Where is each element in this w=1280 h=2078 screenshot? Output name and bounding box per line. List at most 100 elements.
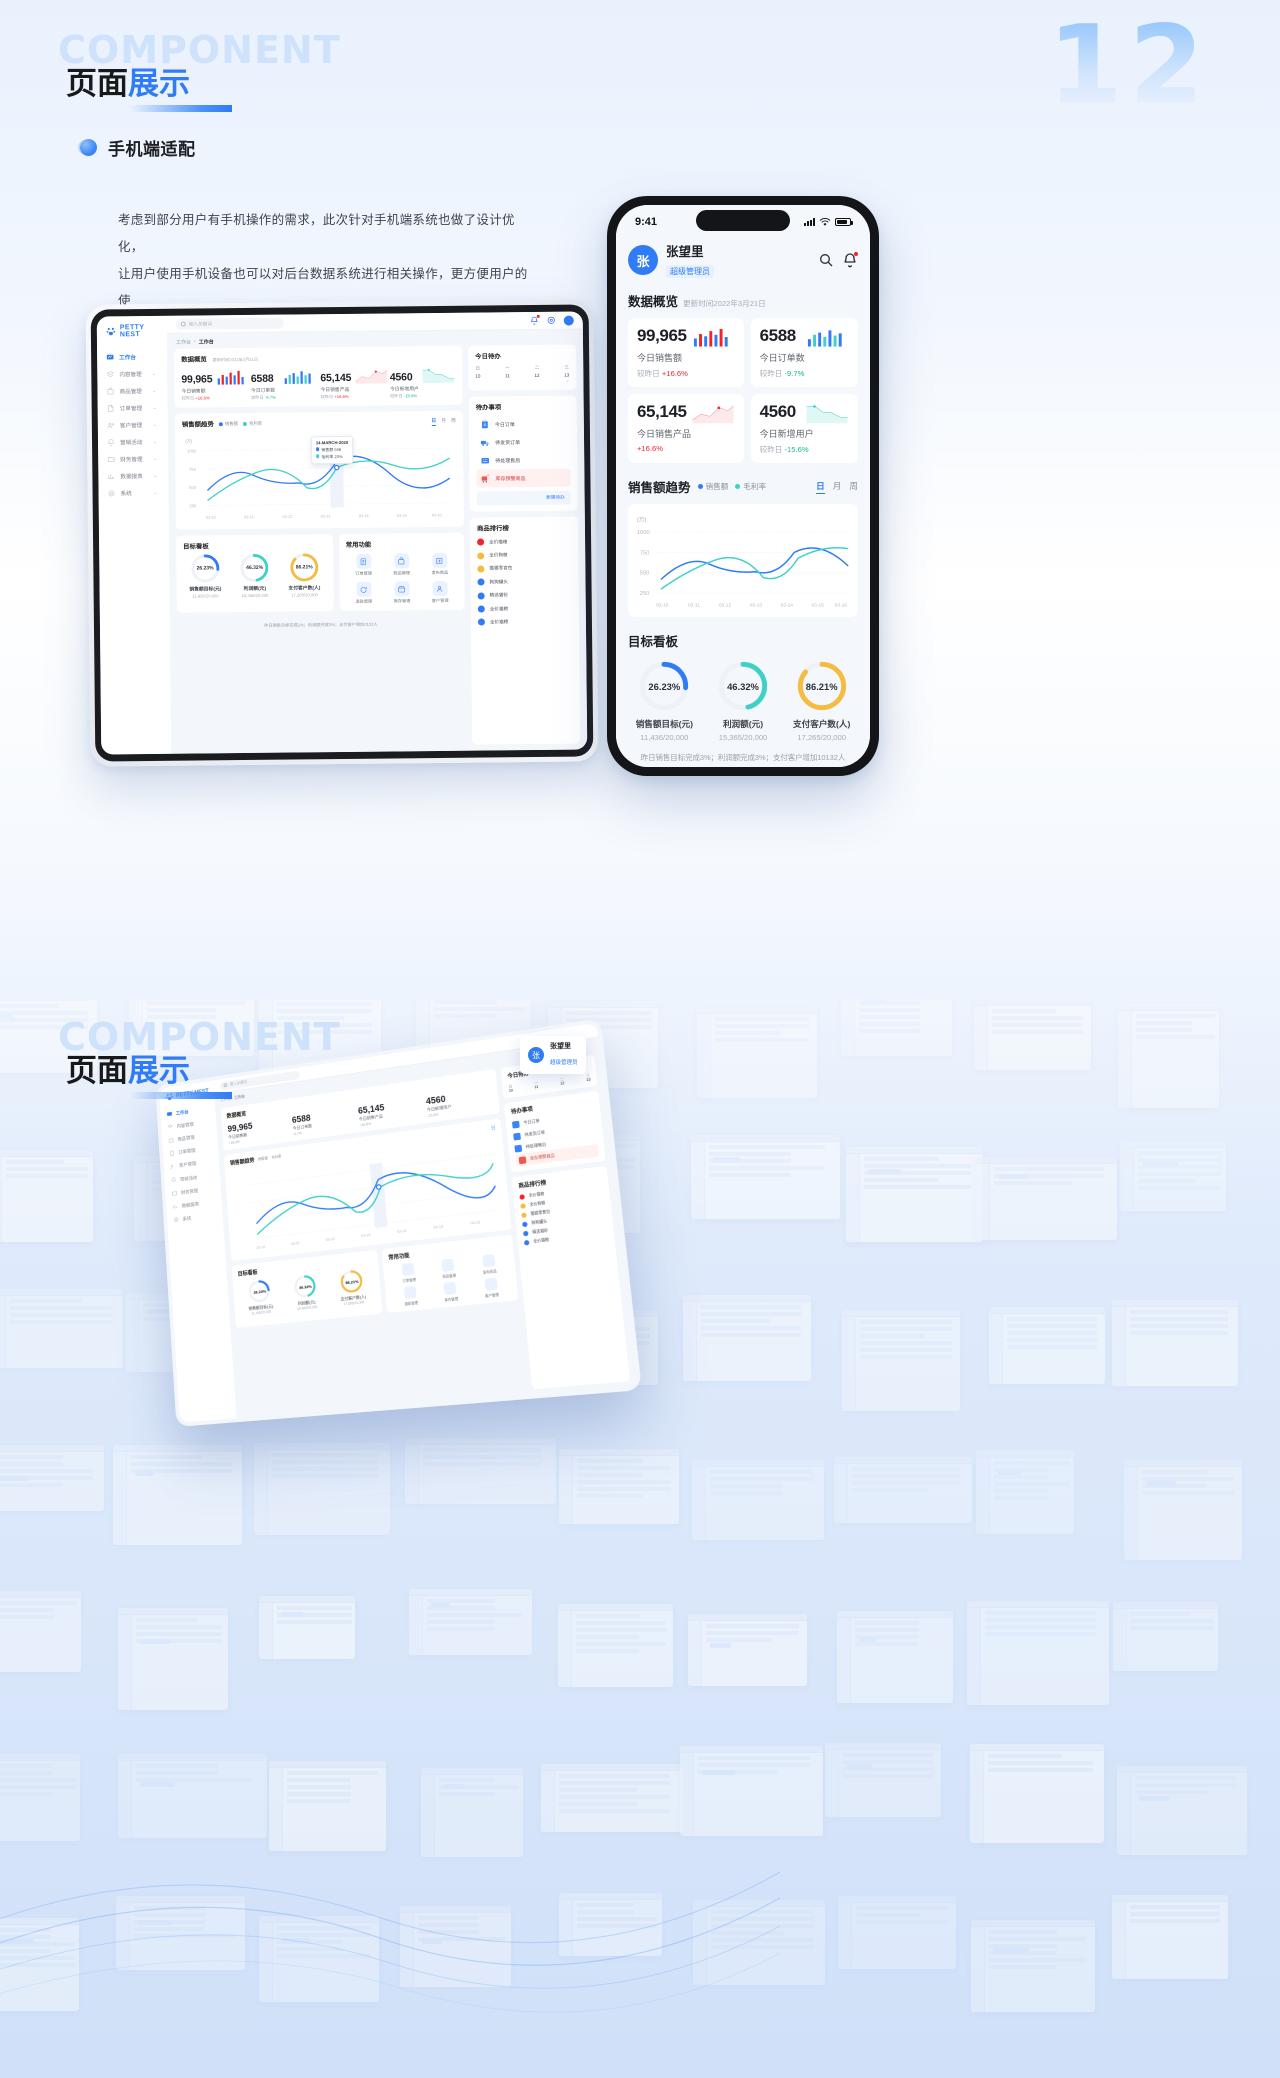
- sidebar-item-goods[interactable]: 商品管理 ⌄: [97, 382, 167, 400]
- weekday-number: 12: [534, 372, 540, 378]
- y-axis-ticks: 1000 750 500 250: [187, 448, 197, 508]
- svg-text:03-12: 03-12: [282, 515, 292, 519]
- status-time: 9:41: [635, 216, 658, 228]
- avatar[interactable]: 张: [628, 245, 658, 275]
- range-week[interactable]: 周: [450, 418, 456, 424]
- todo-label: 库存预警商品: [495, 475, 526, 482]
- function-item-refund[interactable]: 退款管理: [346, 582, 381, 605]
- trend-title: 销售额趋势: [628, 481, 691, 495]
- calendar-expand-icon[interactable]: ⌄: [565, 377, 570, 384]
- svg-text:03-10: 03-10: [206, 516, 216, 520]
- doc-icon: [108, 404, 114, 412]
- bar-sparkline: [217, 370, 244, 385]
- ranking-row[interactable]: 全价猫粮: [477, 601, 572, 615]
- kpi-delta: +16.6%: [334, 393, 349, 400]
- phone-trend-header: 销售额趋势 销售额 毛利率 日 月 周: [628, 477, 858, 496]
- new-todo-button[interactable]: 新建待办: [476, 490, 571, 506]
- background-screenshot-thumb: [1113, 1602, 1218, 1671]
- kpi-card[interactable]: 6588 今日订单数 较昨日 -9.7%: [750, 318, 858, 387]
- goal-item: 86.21% 支付客户数(人) 17,265/20,000: [282, 549, 326, 598]
- goal-pct: 86.21%: [805, 680, 838, 692]
- legend-item-sales: 销售额: [697, 481, 728, 492]
- todo-item[interactable]: 待处理售后: [476, 451, 570, 470]
- sidebar-item-reports[interactable]: 数据报表 ⌄: [98, 467, 168, 485]
- progress-ring: 86.21%: [796, 660, 848, 712]
- topbar-spacer: [292, 321, 522, 323]
- svg-text:03-10: 03-10: [656, 603, 669, 609]
- range-day[interactable]: 日: [431, 417, 437, 427]
- function-item[interactable]: 商品管理: [429, 1257, 469, 1280]
- kpi-label: 今日销售产品: [320, 387, 350, 393]
- sidebar-label: 财务管理: [180, 1188, 199, 1196]
- background-screenshot-thumb: [697, 1007, 817, 1098]
- breadcrumb-item-0[interactable]: 工作台: [175, 339, 192, 346]
- week-calendar[interactable]: 日 10 一 11 二 12 三 13: [475, 365, 569, 379]
- truck-icon: [480, 440, 489, 446]
- function-item-goods[interactable]: 商品管理: [384, 553, 419, 577]
- svg-text:03-16: 03-16: [470, 1220, 480, 1225]
- overview-title: 数据概览 更新时间2022年3月21日: [181, 352, 455, 363]
- background-screenshot-thumb: [254, 1443, 390, 1535]
- function-item-customer[interactable]: 客户管理: [422, 581, 457, 604]
- todo-item-warning[interactable]: 库存预警商品: [476, 468, 571, 488]
- layers-icon: [106, 370, 114, 377]
- sidebar-item-marketing[interactable]: 营销活动 ⌄: [98, 433, 168, 451]
- settings-button[interactable]: [547, 316, 556, 325]
- range-segmented-control[interactable]: 日 月 周: [816, 480, 858, 494]
- kpi-card[interactable]: 4560 今日新增用户 较昨日 -15.6%: [750, 394, 858, 463]
- kpi-compare: 较昨日 +16.6%: [321, 394, 387, 401]
- range-month[interactable]: 月: [441, 418, 447, 424]
- background-screenshot-thumb: [971, 1920, 1095, 2012]
- sidebar-item-customers[interactable]: 客户管理 ⌄: [98, 416, 168, 434]
- search-button[interactable]: [818, 252, 834, 268]
- svg-text:03-16: 03-16: [432, 513, 442, 517]
- sidebar-item-content[interactable]: 内容管理 ⌄: [97, 365, 167, 383]
- ranking-row[interactable]: 猫猫零食包: [477, 561, 571, 575]
- notifications-button[interactable]: [530, 314, 540, 325]
- range-month[interactable]: 月: [832, 480, 842, 491]
- ranking-label: 精选猫砂: [489, 592, 509, 598]
- ranking-row[interactable]: 狗狗罐头: [477, 575, 571, 589]
- ranking-row[interactable]: 全价狗粮: [477, 548, 571, 562]
- ranking-row[interactable]: 全价猫粮: [477, 615, 572, 629]
- search-input[interactable]: 输入关键词: [175, 317, 284, 330]
- svg-text:500: 500: [189, 485, 197, 490]
- ranking-row[interactable]: 全价猫粮: [477, 535, 571, 549]
- user-role-badge: 超级管理员: [550, 1060, 578, 1066]
- range-day[interactable]: 日: [816, 480, 825, 494]
- range-week[interactable]: 周: [849, 480, 858, 491]
- functions-grid: 订单管理 商品管理 发布商品: [346, 553, 458, 605]
- notifications-button[interactable]: [842, 252, 858, 268]
- sidebar-item-workbench[interactable]: 工作台: [97, 348, 167, 366]
- kpi-value: 99,965: [637, 326, 687, 345]
- kpi-card[interactable]: 65,145 今日销售产品 +16.6%: [628, 394, 744, 463]
- weekday-label: 三: [564, 364, 569, 370]
- kpi-value: 6588: [759, 326, 797, 345]
- function-item[interactable]: 发布商品: [469, 1253, 510, 1276]
- todo-item[interactable]: 今日订单: [476, 415, 570, 434]
- function-item-stock[interactable]: 库存管理: [384, 581, 419, 605]
- function-item[interactable]: 退款管理: [391, 1285, 430, 1308]
- kpi-card[interactable]: 99,965 今日销售额 较昨日 +16.6%: [628, 318, 744, 387]
- sidebar-item-finance[interactable]: 财务管理 ⌄: [98, 450, 168, 468]
- weekday-number: 13: [586, 1077, 591, 1083]
- ranking-title: 商品排行榜: [476, 525, 509, 533]
- sidebar-item-system[interactable]: 系统 ⌄: [98, 484, 168, 502]
- range-day[interactable]: 日: [490, 1124, 496, 1131]
- floating-user-badge[interactable]: 张 张望里 超级管理员: [520, 1036, 586, 1074]
- goal-label: 支付客户数(人): [288, 586, 321, 592]
- function-item-order[interactable]: 订单管理: [346, 554, 381, 577]
- function-item[interactable]: 客户管理: [471, 1276, 512, 1299]
- ranking-row[interactable]: 精选猫砂: [477, 588, 572, 602]
- svg-text:03-12: 03-12: [326, 1237, 335, 1242]
- goal-item: 46.32% 利润额(元) 15,365/20,000: [233, 550, 277, 598]
- range-segmented-control[interactable]: 日 月 周: [431, 417, 456, 427]
- kpi-card: 4560 今日新增用户 较昨日 -1: [390, 367, 456, 400]
- function-item-publish[interactable]: 发布商品: [422, 553, 457, 576]
- function-item[interactable]: 订单管理: [389, 1262, 428, 1285]
- function-item[interactable]: 库存管理: [431, 1281, 471, 1304]
- sidebar-label: 营销活动: [180, 1175, 198, 1183]
- sidebar-item-orders[interactable]: 订单管理 ⌄: [98, 399, 168, 417]
- todo-item[interactable]: 待发货订单: [476, 433, 570, 452]
- avatar[interactable]: [563, 315, 574, 326]
